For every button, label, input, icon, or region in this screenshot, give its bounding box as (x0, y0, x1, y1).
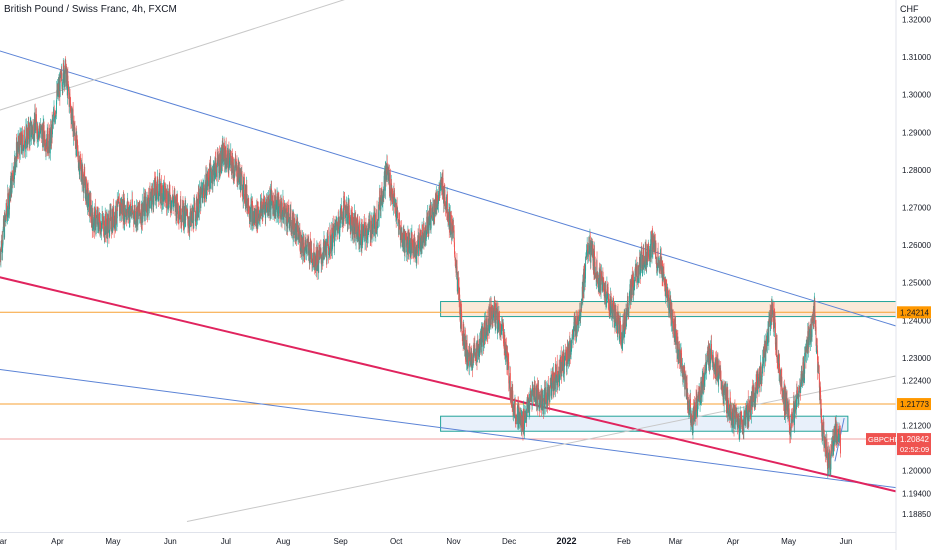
candle-body (67, 76, 68, 85)
candle-body (299, 232, 300, 250)
candle-body (377, 228, 378, 230)
candle-body (96, 217, 97, 227)
trendline-0 (0, 46, 896, 326)
candle-body (318, 263, 319, 273)
candle-body (542, 399, 543, 410)
candle-body (152, 188, 153, 196)
candle-body (498, 311, 499, 322)
trendline-3 (0, 0, 405, 115)
candle-body (706, 364, 707, 371)
candle-body (179, 214, 180, 220)
trendlines-layer (0, 0, 896, 521)
candle-body (711, 344, 712, 358)
candle-body (447, 194, 448, 218)
candle-body (481, 345, 482, 352)
candle-body (484, 321, 485, 328)
candle-body (634, 287, 635, 290)
candle-body (139, 201, 140, 213)
candle-body (515, 402, 516, 417)
candle-body (519, 405, 520, 407)
candle-body (187, 210, 188, 219)
candle-body (93, 226, 94, 229)
candle-body (232, 165, 233, 174)
candle-body (285, 213, 286, 225)
candle-body (306, 241, 307, 247)
candle-body (323, 252, 324, 263)
candle-body (3, 229, 4, 244)
candle-body (532, 389, 533, 406)
candle-body (529, 401, 530, 409)
candles-layer (0, 56, 841, 478)
candle-body (502, 320, 503, 325)
candle-body (23, 148, 24, 153)
candle-body (637, 280, 638, 282)
candle-body (334, 226, 335, 246)
candle-body (755, 398, 756, 401)
candle-body (620, 321, 621, 339)
candle-body (294, 219, 295, 225)
candle-body (641, 253, 642, 268)
candle-body (88, 203, 89, 206)
candle-body (53, 115, 54, 122)
candle-body (724, 389, 725, 403)
candle-body (517, 406, 518, 424)
candle-body (77, 136, 78, 140)
candle-body (608, 287, 609, 294)
candle-body (656, 243, 657, 259)
candle-body (416, 245, 417, 256)
candle-body (746, 417, 747, 424)
candle-body (30, 125, 31, 142)
candle-body (451, 215, 452, 231)
candle-body (438, 195, 439, 204)
candle-body (291, 209, 292, 227)
candle-body (158, 193, 159, 201)
candle-body (64, 72, 65, 82)
candle-body (48, 128, 49, 149)
candle-body (22, 135, 23, 145)
zone-1 (441, 416, 848, 431)
candle-body (687, 383, 688, 389)
candle-body (234, 167, 235, 175)
candle-body (92, 208, 93, 220)
candle-body (639, 266, 640, 275)
candle-body (646, 243, 647, 256)
candle-body (328, 236, 329, 245)
